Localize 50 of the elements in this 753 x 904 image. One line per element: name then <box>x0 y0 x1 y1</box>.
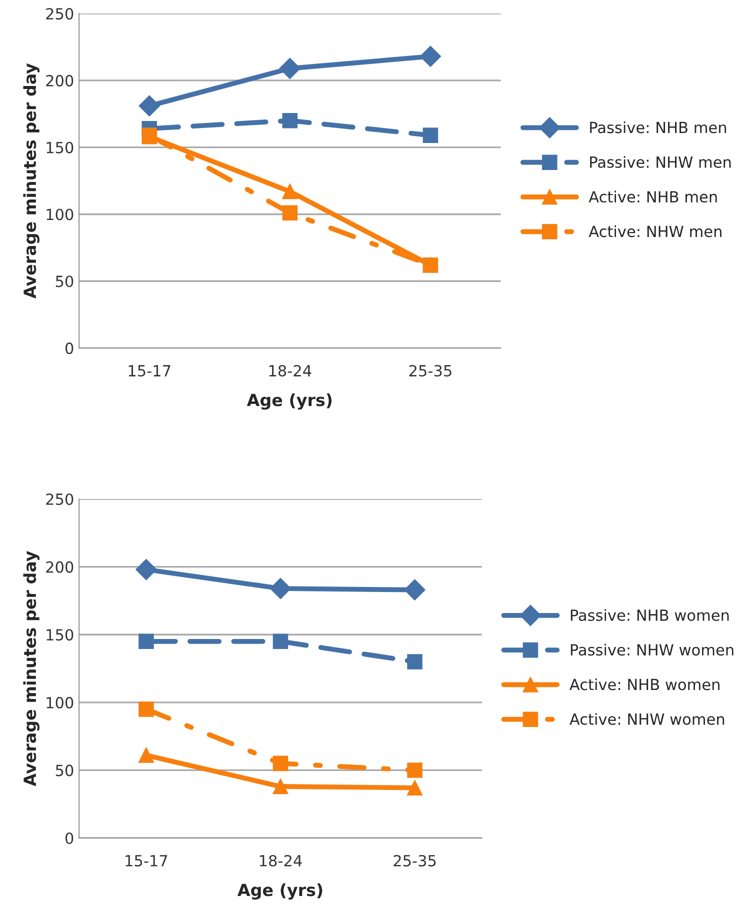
legend-label: Active: NHW women <box>570 713 724 725</box>
point <box>272 778 288 794</box>
y-tick-label: 150 <box>46 629 74 641</box>
point <box>407 762 422 778</box>
y-axis-title: Average minutes per day <box>23 551 40 786</box>
point <box>422 257 438 273</box>
point <box>138 748 154 763</box>
point <box>138 95 160 116</box>
x-axis-title: Age (yrs) <box>246 393 332 410</box>
y-tick-label: 250 <box>46 493 74 506</box>
point <box>282 205 298 221</box>
point <box>407 654 422 670</box>
point <box>422 128 438 143</box>
x-tick-label: 25-35 <box>409 364 452 377</box>
point <box>420 46 441 67</box>
legend-label: Passive: NHB men <box>590 121 726 134</box>
point <box>136 559 157 580</box>
x-tick-label: 15-17 <box>126 855 168 866</box>
point <box>404 579 426 600</box>
legend-label: Passive: NHW women <box>570 644 734 656</box>
x-axis-title: Age (yrs) <box>237 883 322 900</box>
legend-label: Passive: NHW men <box>590 156 731 168</box>
point <box>279 58 300 79</box>
y-tick-label: 0 <box>65 342 74 354</box>
point <box>272 756 288 772</box>
point <box>272 634 288 650</box>
x-tick-label: 18-24 <box>269 364 312 377</box>
legend-label: Passive: NHB women <box>570 609 729 621</box>
legend-label: Active: NHW men <box>588 225 722 238</box>
legend-label: Active: NHB women <box>570 678 720 690</box>
y-tick-label: 100 <box>46 696 74 708</box>
y-tick-label: 200 <box>46 561 74 573</box>
y-tick-label: 150 <box>46 142 74 154</box>
y-tick-label: 250 <box>46 8 74 20</box>
y-tick-label: 0 <box>65 832 74 844</box>
point <box>407 780 422 796</box>
point <box>282 184 298 200</box>
x-tick-label: 15-17 <box>128 365 170 377</box>
y-axis-title: Average minutes per day <box>23 63 40 298</box>
y-tick-label: 100 <box>46 208 74 220</box>
point <box>270 578 292 600</box>
point <box>282 112 298 128</box>
y-tick-label: 200 <box>46 74 74 86</box>
point <box>138 702 154 717</box>
x-tick-label: 25-35 <box>394 854 436 866</box>
y-tick-label: 50 <box>56 764 74 776</box>
point <box>138 634 154 650</box>
y-tick-label: 50 <box>56 276 74 288</box>
x-tick-label: 18-24 <box>260 854 302 866</box>
legend-label: Active: NHB men <box>588 190 717 203</box>
